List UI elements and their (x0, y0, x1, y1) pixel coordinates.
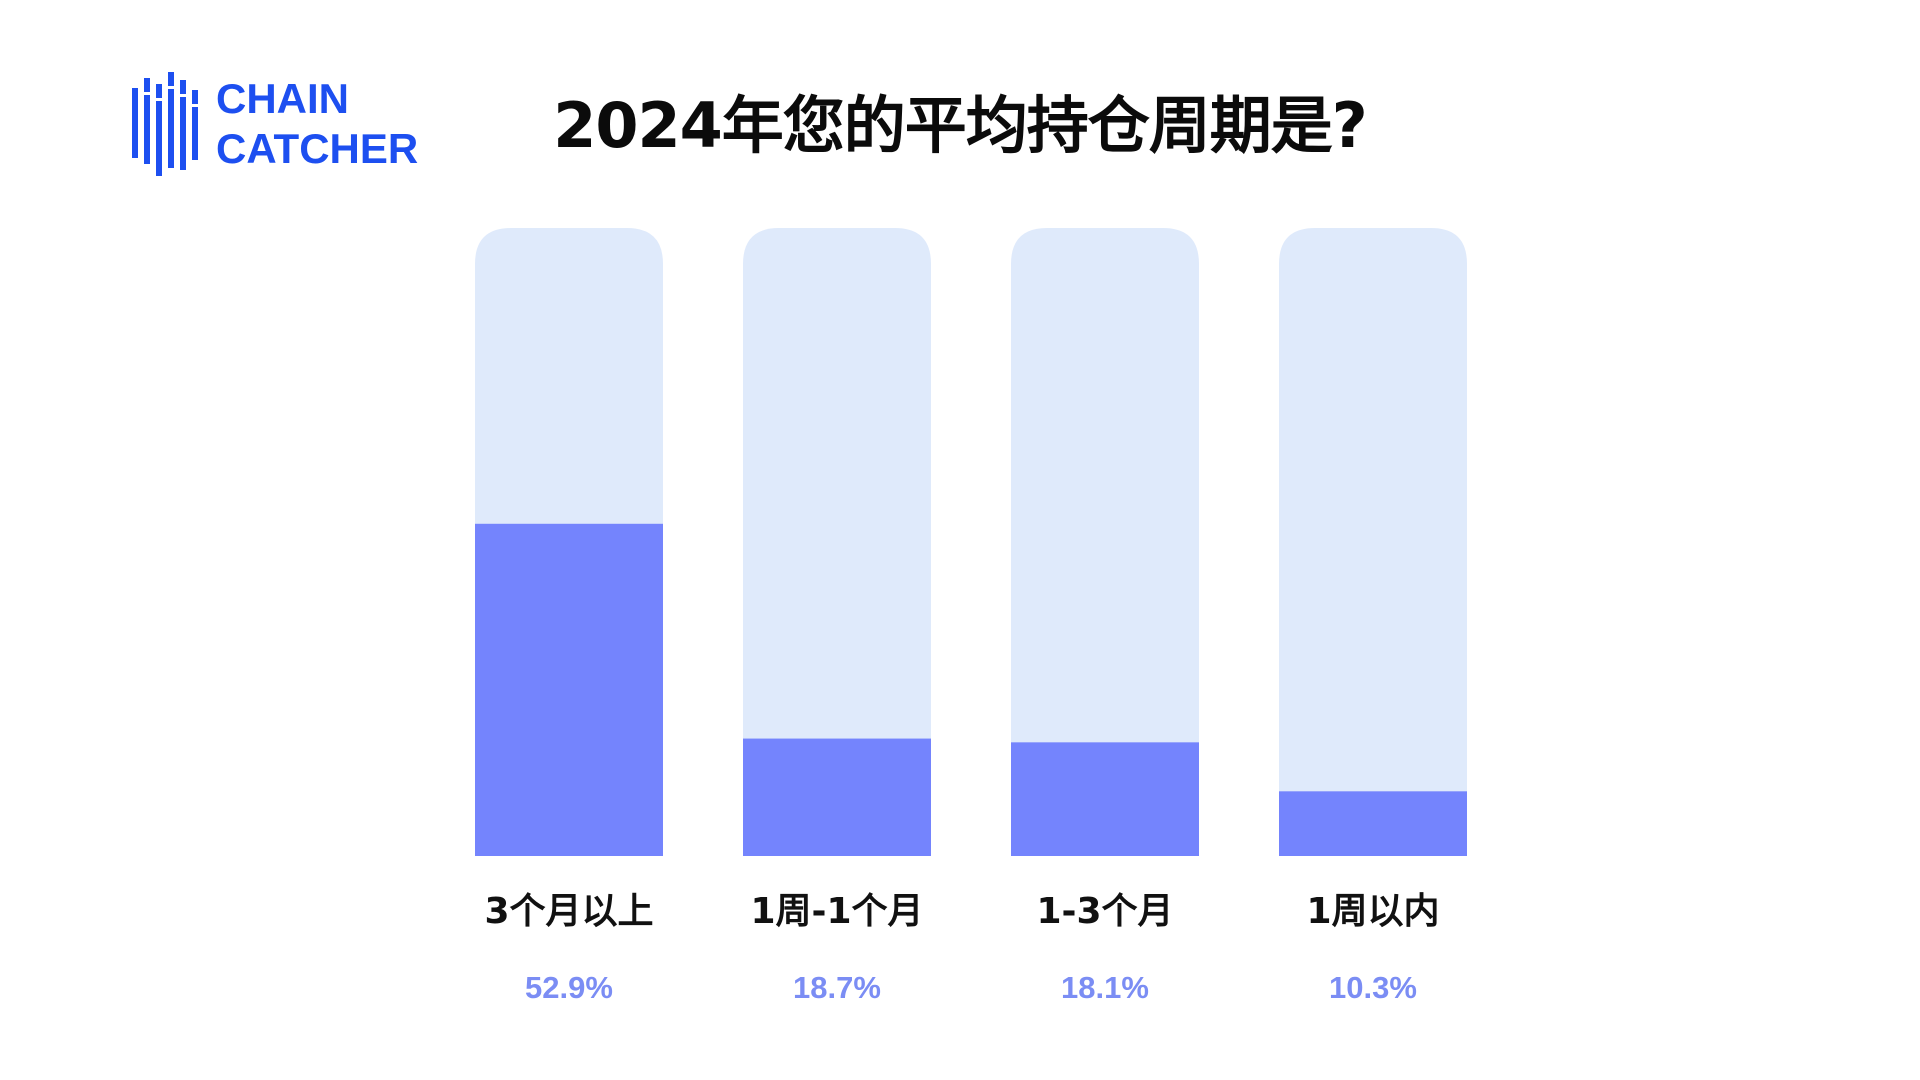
bars-layer (475, 228, 1467, 856)
value-label: 18.7% (793, 970, 881, 1005)
bar (743, 738, 931, 856)
brand-line-1: CHAIN (216, 75, 349, 122)
category-label: 1-3个月 (1036, 891, 1174, 932)
brand-wordmark: CHAIN CATCHER (216, 74, 418, 174)
value-label: 18.1% (1061, 970, 1149, 1005)
bar-track (1279, 228, 1467, 856)
bar (1279, 791, 1467, 856)
bar-track (743, 228, 931, 856)
category-label: 1周以内 (1306, 891, 1440, 932)
bar-track (1011, 228, 1199, 856)
bar (1011, 742, 1199, 856)
category-label: 1周-1个月 (750, 891, 924, 932)
chart-title: 2024年您的平均持仓周期是? (553, 89, 1368, 162)
value-label: 52.9% (525, 970, 613, 1005)
category-label: 3个月以上 (484, 891, 654, 932)
brand-line-2: CATCHER (216, 125, 419, 172)
bar (475, 523, 663, 856)
chain-catcher-bars-icon (132, 72, 198, 176)
value-label: 10.3% (1329, 970, 1417, 1005)
